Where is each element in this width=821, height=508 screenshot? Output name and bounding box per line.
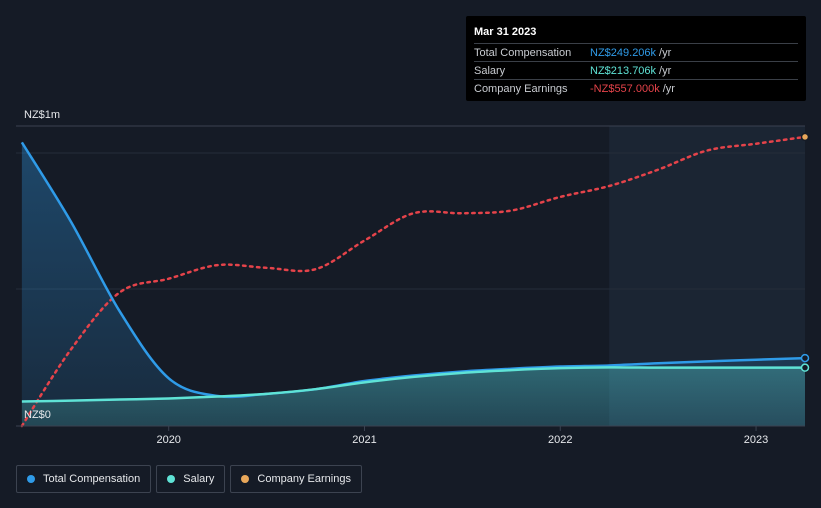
company-earnings-line bbox=[20, 135, 807, 428]
tooltip-row-company-earnings: Company Earnings -NZ$557.000k /yr bbox=[474, 79, 798, 97]
x-tick-label: 2023 bbox=[744, 434, 768, 446]
x-tick-label: 2022 bbox=[548, 434, 572, 446]
tooltip-unit: /yr bbox=[662, 82, 675, 95]
tooltip-row-salary: Salary NZ$213.706k /yr bbox=[474, 61, 798, 79]
legend-company-earnings[interactable]: Company Earnings bbox=[230, 465, 362, 493]
tooltip-unit: /yr bbox=[659, 64, 672, 77]
y-label-bottom: NZ$0 bbox=[24, 409, 51, 421]
legend-label: Company Earnings bbox=[257, 473, 351, 485]
tooltip-value: -NZ$557.000k bbox=[590, 82, 660, 95]
tooltip-row-total-compensation: Total Compensation NZ$249.206k /yr bbox=[474, 43, 798, 61]
legend-total-compensation[interactable]: Total Compensation bbox=[16, 465, 152, 493]
legend-label: Total Compensation bbox=[43, 473, 141, 485]
tooltip-unit: /yr bbox=[659, 46, 672, 59]
tooltip-date: Mar 31 2023 bbox=[474, 26, 537, 38]
legend-dot-icon bbox=[27, 475, 35, 483]
tooltip-value: NZ$213.706k bbox=[590, 64, 657, 77]
legend-dot-icon bbox=[167, 475, 176, 483]
x-tick-label: 2020 bbox=[156, 434, 180, 446]
y-label-top: NZ$1m bbox=[24, 109, 60, 121]
x-axis-ticks: 2020 2021 2022 2023 bbox=[156, 426, 768, 446]
total-compensation-end-marker bbox=[800, 353, 810, 363]
legend: Total Compensation Salary Company Earnin… bbox=[16, 465, 362, 493]
legend-salary[interactable]: Salary bbox=[156, 465, 226, 493]
tooltip-label: Salary bbox=[474, 64, 506, 77]
tooltip: Mar 31 2023 Total Compensation NZ$249.20… bbox=[466, 16, 806, 101]
salary-area bbox=[21, 367, 805, 426]
legend-dot-icon bbox=[241, 475, 250, 483]
tooltip-label: Total Compensation bbox=[474, 46, 572, 59]
tooltip-label: Company Earnings bbox=[474, 82, 568, 95]
gridlines bbox=[16, 125, 805, 290]
total-compensation-line bbox=[20, 141, 806, 399]
legend-label: Salary bbox=[183, 473, 215, 485]
x-tick-label: 2021 bbox=[352, 434, 376, 446]
tooltip-value: NZ$249.206k bbox=[590, 46, 657, 59]
company-earnings-end-marker bbox=[800, 132, 810, 142]
salary-end-marker bbox=[800, 363, 810, 372]
salary-line bbox=[21, 366, 805, 403]
